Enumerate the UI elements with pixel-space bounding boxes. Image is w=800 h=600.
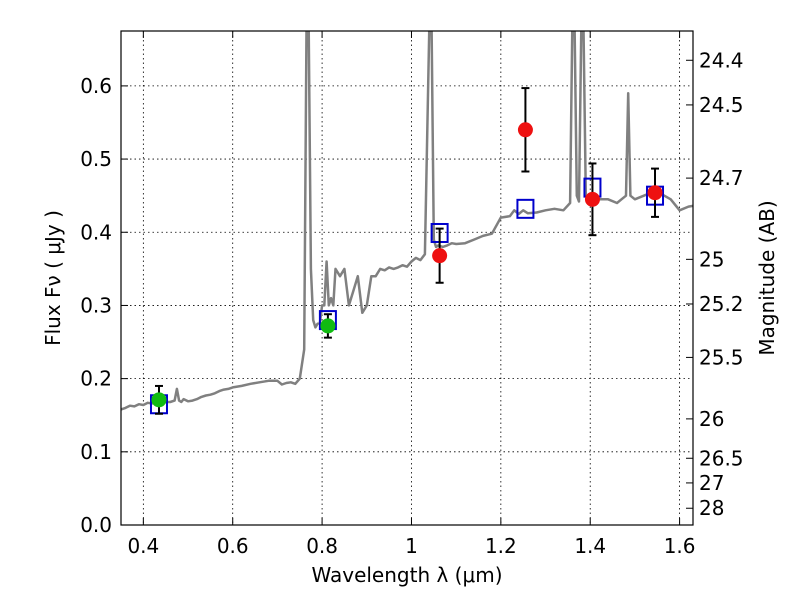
y-tick-label: 0.6: [80, 74, 112, 98]
right-tick-label: 24.7: [699, 166, 744, 190]
ticks: 0.4 0.6 0.8 1 1.2 1.4 1.6 0.0 0.1 0.2 0.3 0.4 0.5 0.6…: [80, 31, 744, 558]
x-axis-label: Wavelength λ (μm): [311, 563, 502, 587]
data-layer: [121, 31, 693, 415]
right-tick-label: 27: [699, 471, 724, 495]
right-tick-label: 25: [699, 247, 724, 271]
y-tick-label: 0.1: [80, 440, 112, 464]
y-tick-label: 0.4: [80, 220, 112, 244]
x-tick-label: 0.6: [217, 534, 249, 558]
right-tick-label: 25.5: [699, 345, 744, 369]
right-tick-label: 25.2: [699, 292, 744, 316]
x-tick-label: 0.8: [306, 534, 338, 558]
x-tick-label: 1.6: [664, 534, 696, 558]
observed-flux-point: [647, 185, 663, 201]
y-axis-label: Flux Fν ( μJy ): [41, 210, 65, 346]
right-tick-label: 24.4: [699, 48, 744, 72]
observed-flux-point: [320, 318, 336, 334]
right-axis-label: Magnitude (AB): [755, 200, 779, 355]
x-tick-label: 0.4: [127, 534, 159, 558]
y-tick-label: 0.0: [80, 513, 112, 537]
observed-flux-point: [584, 191, 600, 207]
right-tick-label: 28: [699, 496, 724, 520]
observed-flux-point: [151, 392, 167, 408]
spectrum-line: [121, 31, 693, 411]
x-tick-label: 1.2: [485, 534, 517, 558]
observed-flux-point: [517, 122, 533, 138]
x-tick-label: 1: [405, 534, 418, 558]
y-tick-label: 0.3: [80, 293, 112, 317]
x-tick-label: 1.4: [574, 534, 606, 558]
right-tick-label: 24.5: [699, 93, 744, 117]
plot-frame: [120, 30, 694, 526]
y-tick-label: 0.2: [80, 367, 112, 391]
y-tick-label: 0.5: [80, 147, 112, 171]
right-tick-label: 26: [699, 407, 724, 431]
right-tick-label: 26.5: [699, 446, 744, 470]
plot-background: [121, 31, 693, 525]
observed-flux-point: [432, 248, 448, 264]
model-photometry-square: [516, 198, 535, 219]
